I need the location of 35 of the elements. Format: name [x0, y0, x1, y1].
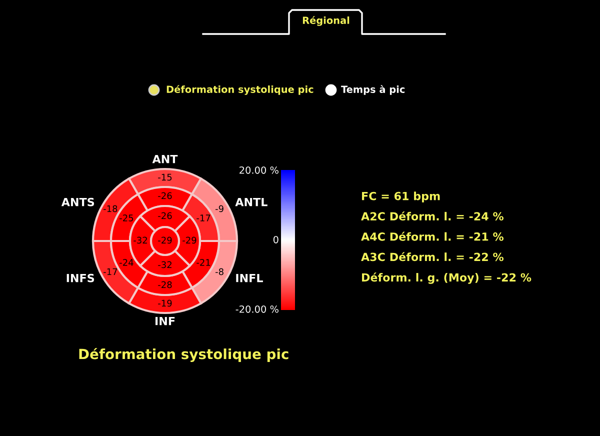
text: FC = 61 bpm: [362, 192, 440, 202]
data-label: -24: [120, 259, 134, 266]
data-label: -28: [158, 281, 172, 288]
category-label: INFS: [66, 274, 94, 282]
category-label: ANTS: [61, 198, 94, 206]
text: Temps à pic: [341, 85, 405, 95]
data-label: -25: [120, 214, 134, 222]
text: 20.00 %: [240, 166, 278, 174]
text: Déformation systolique pic: [166, 85, 314, 95]
category-label: ANTL: [235, 198, 268, 206]
text: A3C Déform. l. = -22 %: [361, 252, 504, 262]
data-label: -8: [216, 268, 224, 276]
text: 0: [273, 236, 278, 244]
category-label: INFL: [236, 274, 263, 282]
data-label: -26: [158, 212, 172, 220]
text: A4C Déform. l. = -21 %: [361, 232, 504, 241]
text: Déform. l. g. (Moy) = -22 %: [362, 272, 532, 284]
data-label: -17: [104, 268, 118, 275]
data-label: -26: [158, 192, 172, 200]
text: -20.00 %: [236, 305, 278, 313]
category-label: ANT: [152, 154, 178, 164]
data-label: -32: [134, 236, 147, 244]
data-label: -29: [182, 236, 196, 244]
data-label: -29: [158, 236, 172, 244]
data-label: -9: [216, 205, 224, 212]
text: Régional: [302, 16, 350, 26]
text: A2C Déform. l. = -24 %: [361, 211, 504, 221]
data-label: -21: [196, 259, 210, 266]
text: Déformation systolique pic: [79, 348, 288, 362]
data-label: -19: [158, 300, 172, 307]
data-label: -17: [196, 214, 210, 222]
data-label: -18: [104, 205, 118, 212]
category-label: INF: [156, 316, 175, 326]
data-label: -15: [158, 174, 172, 181]
data-label: -32: [158, 261, 172, 268]
